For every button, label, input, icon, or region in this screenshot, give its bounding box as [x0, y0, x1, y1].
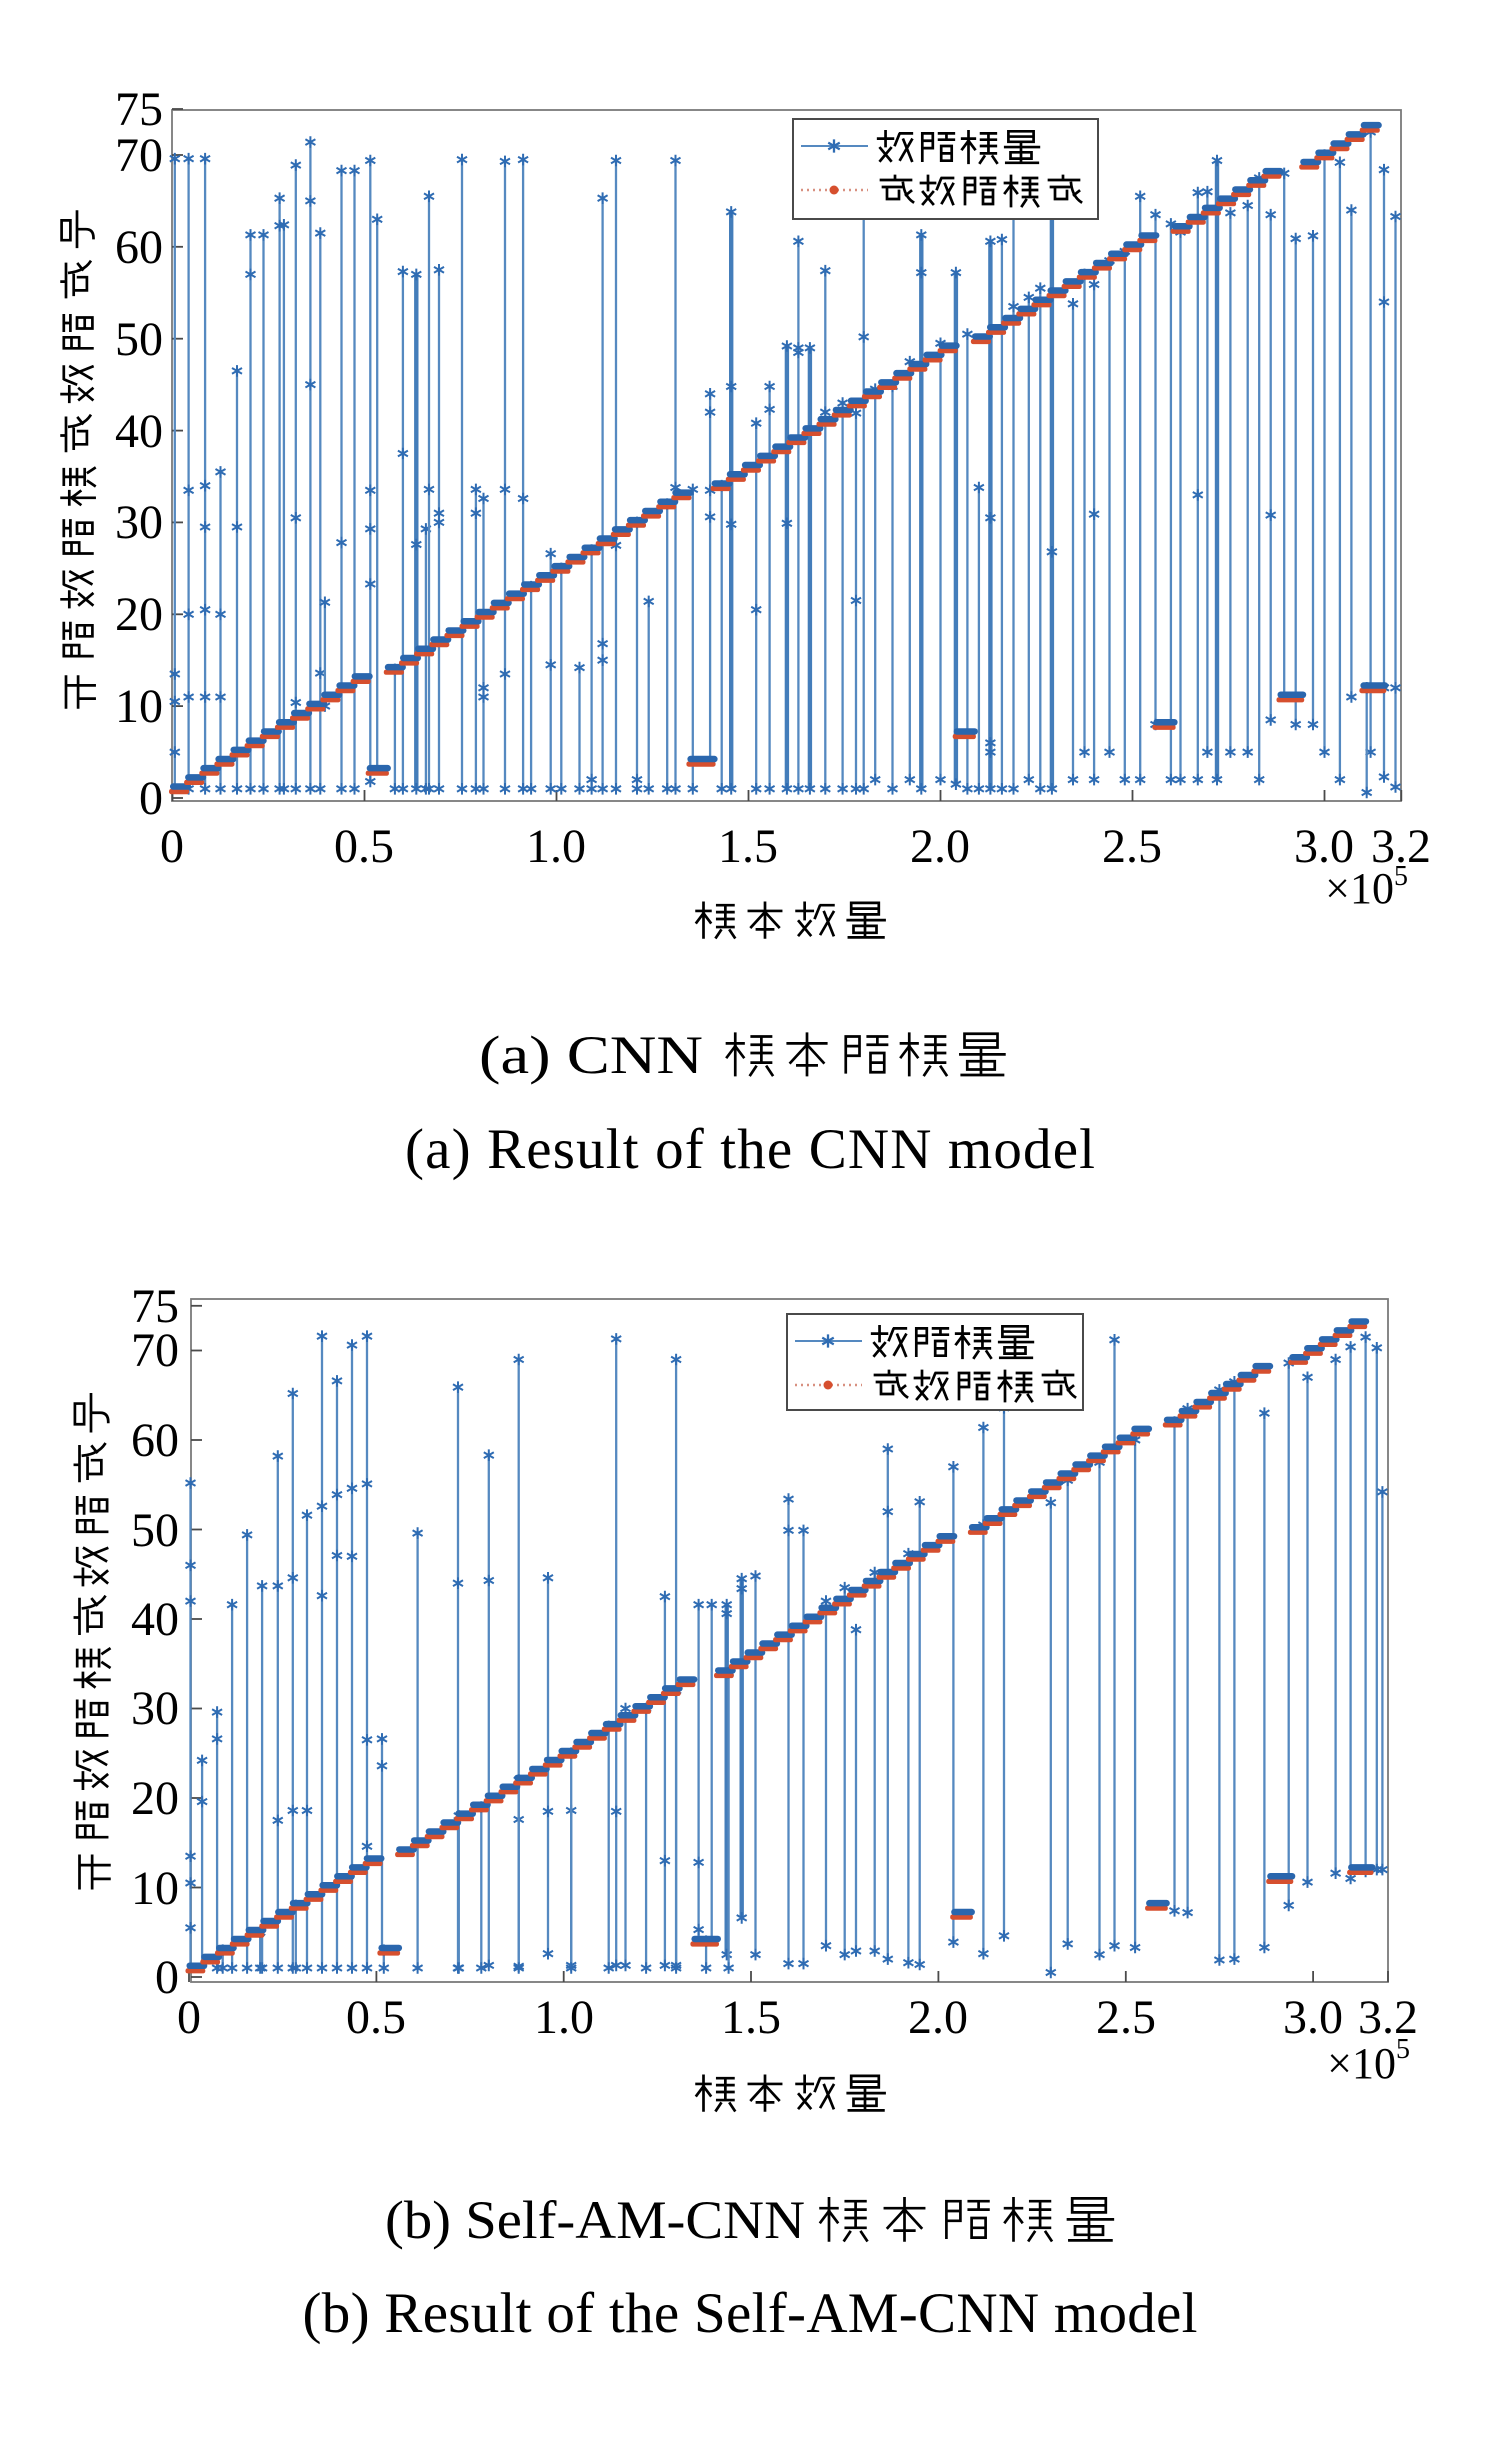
svg-text:40: 40 [131, 1593, 179, 1646]
svg-text:3.0: 3.0 [1294, 820, 1354, 873]
svg-text:10: 10 [131, 1862, 179, 1915]
svg-text:60: 60 [115, 221, 163, 274]
svg-text:30: 30 [131, 1682, 179, 1735]
svg-text:60: 60 [131, 1414, 179, 1467]
svg-text:75: 75 [131, 1280, 179, 1333]
svg-text:1.0: 1.0 [534, 1991, 594, 2044]
svg-text:0.5: 0.5 [334, 820, 394, 873]
svg-text:1.0: 1.0 [526, 820, 586, 873]
svg-text:3.2: 3.2 [1358, 1991, 1418, 2044]
svg-text:10: 10 [115, 680, 163, 733]
svg-text:70: 70 [115, 129, 163, 182]
svg-text:50: 50 [131, 1504, 179, 1557]
svg-text:(b) Result of the Self-AM-CNN: (b) Result of the Self-AM-CNN model [303, 2282, 1198, 2345]
svg-text:0: 0 [139, 772, 163, 825]
svg-text:(a) CNN: (a) CNN [479, 1025, 703, 1085]
svg-text:75: 75 [115, 83, 163, 136]
svg-text:20: 20 [115, 588, 163, 641]
svg-text:3.2: 3.2 [1371, 820, 1431, 873]
svg-text:2.5: 2.5 [1102, 820, 1162, 873]
svg-text:0: 0 [177, 1991, 201, 2044]
svg-text:2.5: 2.5 [1096, 1991, 1156, 2044]
svg-text:(a) Result of the CNN model: (a) Result of the CNN model [405, 1118, 1095, 1181]
svg-text:(b) Self-AM-CNN: (b) Self-AM-CNN [385, 2190, 805, 2250]
svg-text:1.5: 1.5 [721, 1991, 781, 2044]
svg-text:30: 30 [115, 496, 163, 549]
svg-text:0.5: 0.5 [346, 1991, 406, 2044]
svg-text:1.5: 1.5 [718, 820, 778, 873]
svg-text:0: 0 [155, 1951, 179, 2004]
svg-text:70: 70 [131, 1324, 179, 1377]
svg-text:50: 50 [115, 313, 163, 366]
svg-text:2.0: 2.0 [910, 820, 970, 873]
svg-text:3.0: 3.0 [1283, 1991, 1343, 2044]
svg-text:2.0: 2.0 [908, 1991, 968, 2044]
svg-text:0: 0 [160, 820, 184, 873]
svg-text:40: 40 [115, 405, 163, 458]
svg-text:20: 20 [131, 1772, 179, 1825]
